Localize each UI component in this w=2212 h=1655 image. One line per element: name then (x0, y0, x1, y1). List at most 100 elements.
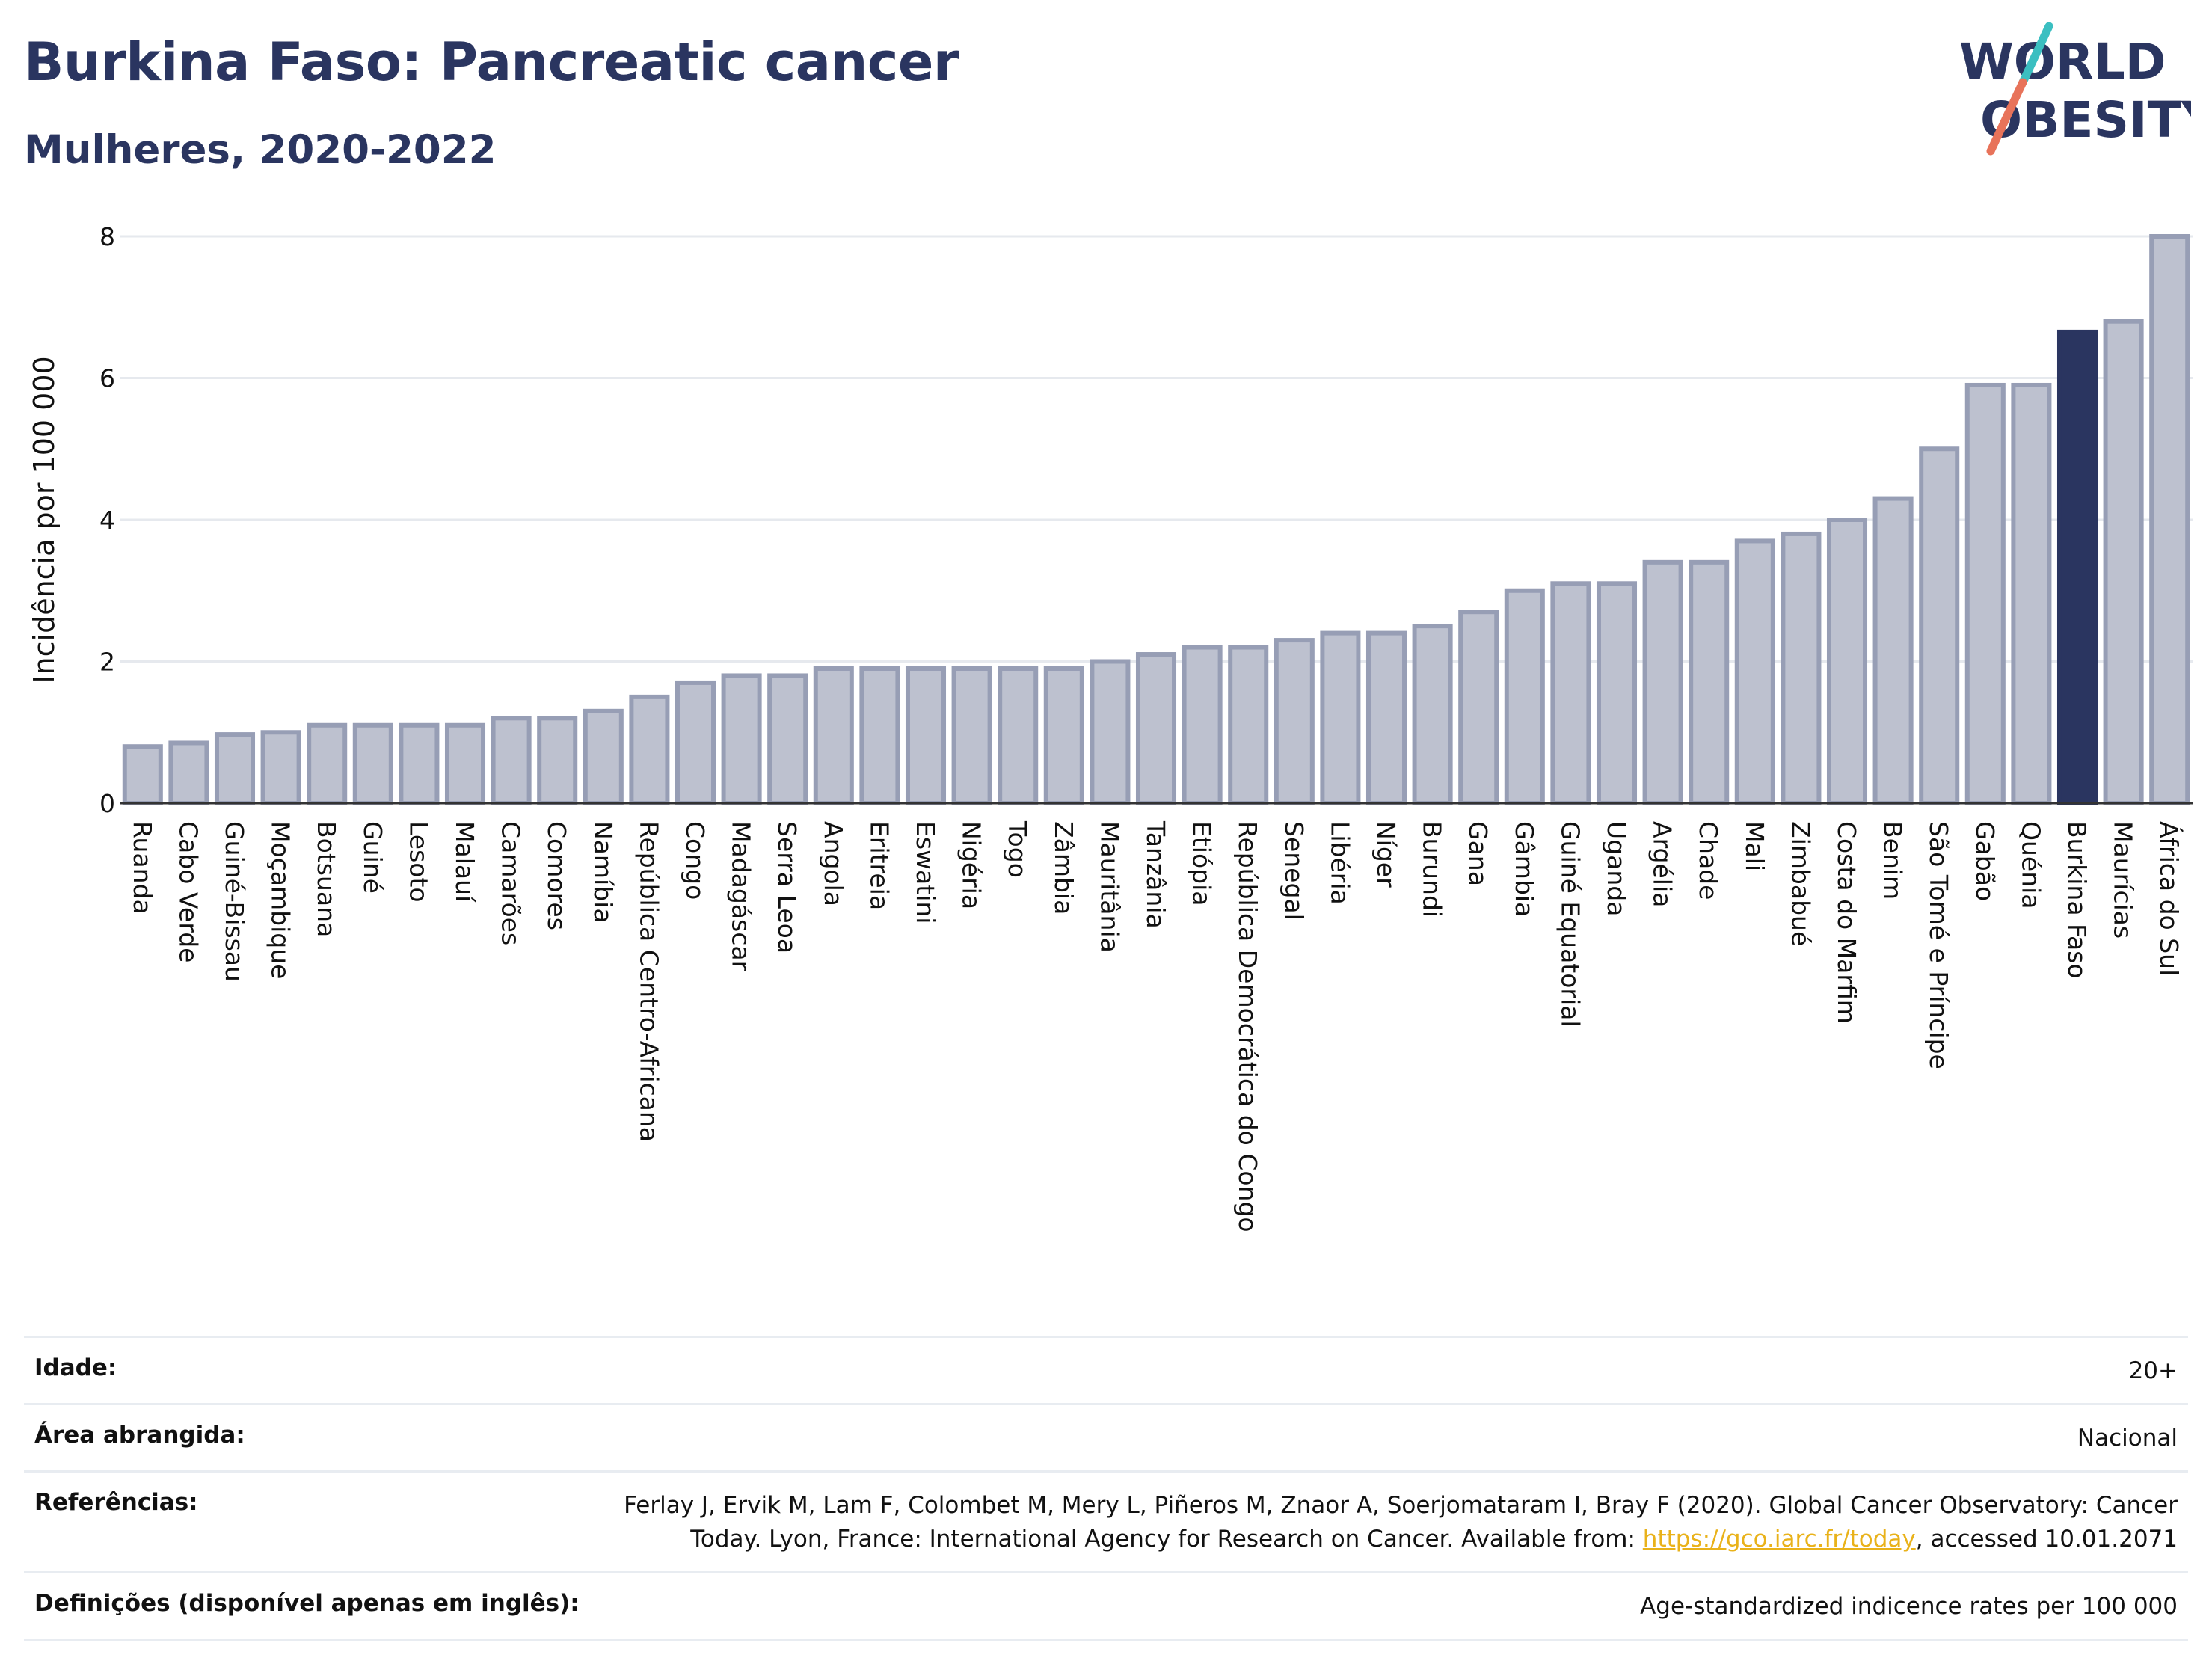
bar (1412, 624, 1453, 805)
bar (1135, 652, 1177, 806)
x-tick-label: Uganda (1602, 821, 1631, 916)
x-tick-label: Burkina Faso (2062, 821, 2092, 979)
x-tick-label: Senegal (1279, 821, 1309, 921)
x-tick-label: Mali (1740, 821, 1769, 871)
x-tick-label: Angola (819, 821, 848, 906)
world-obesity-logo: WORLD OBESITY (1959, 22, 2191, 156)
x-tick-label: Guiné (358, 821, 387, 894)
bar (951, 666, 992, 805)
info-row-definitions: Definições (disponível apenas em inglês)… (24, 1570, 2188, 1641)
bar (537, 716, 578, 805)
bar (2103, 319, 2144, 805)
definitions-value: Age-standardized indicence rates per 100… (1640, 1592, 2178, 1620)
bar (260, 730, 301, 805)
logo-line1: WORLD (1959, 33, 2166, 90)
references-value: Ferlay J, Ervik M, Lam F, Colombet M, Me… (624, 1489, 2178, 1556)
bar (1458, 610, 1499, 805)
x-tick-label: Chade (1694, 821, 1723, 900)
x-tick-label: Benim (1878, 821, 1908, 900)
bar (583, 708, 624, 806)
y-tick-label: 4 (99, 506, 115, 535)
bar (1919, 446, 1960, 805)
age-value: 20+ (2128, 1357, 2178, 1384)
bar (859, 666, 900, 805)
x-tick-label: Guiné-Bissau (220, 821, 249, 982)
bar (767, 673, 808, 806)
bar (2149, 234, 2190, 805)
references-label: Referências: (34, 1488, 198, 1516)
bar (491, 716, 532, 805)
age-label: Idade: (34, 1354, 117, 1381)
bar (307, 722, 348, 806)
bar (1320, 630, 1361, 805)
bar (998, 666, 1039, 805)
x-tick-label: República Centro-Africana (634, 821, 663, 1142)
x-tick-label: Gabão (1970, 821, 2000, 901)
bar (214, 732, 256, 806)
info-table: Idade: 20+ Área abrangida: Nacional Refe… (24, 1336, 2188, 1641)
x-tick-label: Cabo Verde (173, 821, 203, 962)
references-link[interactable]: https://gco.iarc.fr/today (1642, 1525, 1916, 1553)
x-tick-label: Burundi (1418, 821, 1447, 918)
y-tick-label: 0 (99, 789, 115, 818)
bar (1734, 538, 1775, 805)
logo-slash-top (2018, 22, 2053, 87)
info-row-age: Idade: 20+ (24, 1336, 2188, 1403)
x-tick-label: África do Sul (2154, 821, 2184, 976)
bar (122, 744, 163, 806)
bar (721, 673, 762, 806)
bar (168, 740, 209, 806)
x-tick-label: Mauritânia (1095, 821, 1124, 953)
bar (1781, 531, 1822, 805)
x-tick-label: Ruanda (128, 821, 157, 915)
x-tick-label: Namíbia (589, 821, 618, 924)
x-tick-label: Camarões (497, 821, 526, 945)
info-row-area: Área abrangida: Nacional (24, 1402, 2188, 1470)
bar (1504, 588, 1545, 805)
bar (1964, 382, 2006, 805)
bar (1228, 645, 1269, 805)
x-tick-label: Lesoto (404, 821, 433, 903)
x-tick-label: Quénia (2016, 821, 2045, 909)
x-tick-label: Eritreia (864, 821, 894, 910)
x-tick-label: Togo (1003, 820, 1032, 878)
x-tick-label: Comores (542, 821, 571, 930)
x-tick-label: República Democrática do Congo (1233, 821, 1262, 1232)
bar (1182, 645, 1223, 805)
bar (1274, 638, 1315, 806)
x-tick-label: Moçambique (266, 821, 295, 979)
x-tick-label: Gâmbia (1510, 821, 1539, 917)
x-tick-label: Zimbabué (1786, 821, 1815, 946)
x-tick-label: São Tomé e Príncipe (1924, 821, 1953, 1069)
chart-subtitle: Mulheres, 2020-2022 (24, 127, 497, 173)
x-tick-label: Botsuana (312, 821, 341, 937)
bar (1365, 630, 1407, 805)
bar (675, 680, 716, 805)
logo-slash-bottom (1986, 78, 2027, 156)
bar (629, 694, 670, 805)
bar (905, 666, 947, 805)
bar (1043, 666, 1084, 805)
x-tick-label: Costa do Marfim (1832, 821, 1861, 1024)
y-axis-label: Incidência por 100 000 (28, 356, 61, 683)
bar (1596, 581, 1638, 806)
area-label: Área abrangida: (34, 1421, 245, 1449)
x-tick-label: Etiópia (1188, 821, 1217, 906)
x-tick-label: Nigéria (957, 821, 986, 909)
bar-chart: 0 2 4 6 8 Incidência por 100 000 Ruanda Cabo Ve… (28, 222, 2193, 1232)
y-tick-label: 6 (99, 364, 115, 393)
bar (399, 722, 440, 806)
x-tick-label: Tanzânia (1141, 820, 1170, 929)
x-tick-label: Zâmbia (1049, 821, 1078, 915)
definitions-label: Definições (disponível apenas em inglês)… (34, 1589, 580, 1617)
x-tick-label: Malauí (450, 821, 479, 903)
x-tick-label: Eswatini (911, 821, 940, 924)
bar (2056, 329, 2098, 806)
bar (1826, 518, 1868, 805)
x-tick-label: Argélia (1648, 821, 1677, 907)
x-tick-label: Maurícias (2109, 821, 2138, 939)
area-value: Nacional (2077, 1424, 2178, 1452)
chart-title: Burkina Faso: Pancreatic cancer (24, 31, 959, 93)
references-line1: Ferlay J, Ervik M, Lam F, Colombet M, Me… (624, 1491, 2178, 1519)
x-tick-label: Níger (1371, 821, 1401, 888)
